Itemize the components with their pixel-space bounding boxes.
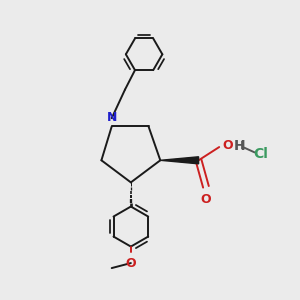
Text: O: O: [201, 193, 211, 206]
Text: Cl: Cl: [253, 147, 268, 161]
Text: O: O: [223, 139, 233, 152]
Text: O: O: [125, 257, 136, 270]
Polygon shape: [160, 157, 199, 164]
Text: N: N: [106, 111, 117, 124]
Text: H: H: [234, 139, 246, 153]
Text: H: H: [235, 141, 243, 151]
